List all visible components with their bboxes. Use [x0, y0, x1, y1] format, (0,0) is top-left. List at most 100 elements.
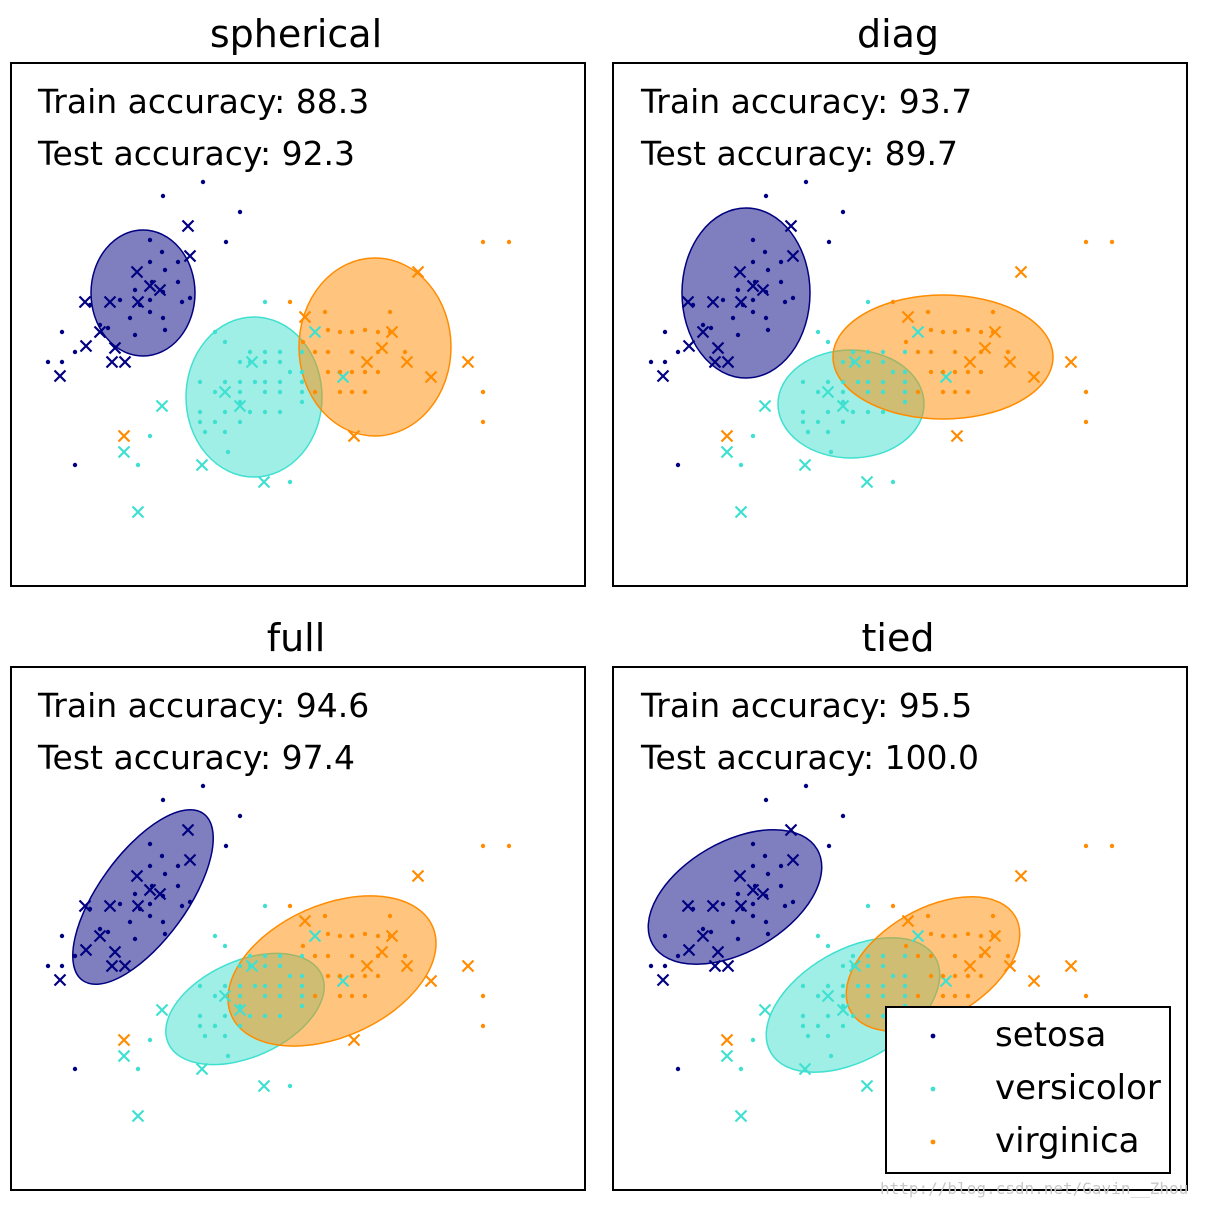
virginica-test-point: [1014, 265, 1028, 279]
versicolor-train-point: [890, 973, 896, 979]
versicolor-train-point: [840, 399, 846, 405]
setosa-test-point: [79, 339, 93, 353]
virginica-train-point: [952, 329, 958, 335]
versicolor-train-point: [902, 993, 908, 999]
virginica-train-point: [903, 339, 909, 345]
versicolor-train-point: [880, 993, 886, 999]
setosa-train-point: [179, 299, 185, 305]
versicolor-train-point: [825, 409, 831, 415]
setosa-train-point: [147, 259, 153, 265]
versicolor-train-point: [262, 379, 268, 385]
setosa-test-point: [118, 355, 132, 369]
setosa-train-point: [147, 863, 153, 869]
versicolor-train-point: [135, 462, 141, 468]
virginica-train-point: [890, 903, 896, 909]
versicolor-train-point: [880, 379, 886, 385]
setosa-train-point: [200, 783, 206, 789]
setosa-train-point: [59, 359, 65, 365]
virginica-train-point: [325, 349, 331, 355]
setosa-train-point: [750, 901, 756, 907]
setosa-train-point: [72, 349, 78, 355]
versicolor-train-point: [865, 409, 871, 415]
virginica-train-point: [349, 933, 355, 939]
versicolor-train-point: [800, 1023, 806, 1029]
virginica-train-point: [402, 953, 408, 959]
versicolor-train-point: [850, 409, 856, 415]
setosa-train-point: [778, 259, 784, 265]
setosa-train-point: [648, 359, 654, 365]
setosa-train-point: [840, 813, 846, 819]
virginica-test-point: [901, 914, 915, 928]
versicolor-train-point: [202, 429, 208, 435]
virginica-test-point: [385, 929, 399, 943]
virginica-train-point: [978, 369, 984, 375]
setosa-test-point: [746, 279, 760, 293]
setosa-test-point: [131, 899, 145, 913]
virginica-train-point: [928, 349, 934, 355]
setosa-train-point: [730, 315, 736, 321]
versicolor-train-point: [865, 993, 871, 999]
versicolor-train-point: [262, 389, 268, 395]
setosa-train-point: [147, 841, 153, 847]
setosa-test-point: [130, 265, 144, 279]
virginica-test-point: [117, 1033, 131, 1047]
virginica-train-point: [322, 913, 328, 919]
versicolor-test-point: [233, 1003, 247, 1017]
setosa-test-point: [784, 823, 798, 837]
setosa-train-point: [750, 841, 756, 847]
versicolor-train-point: [890, 369, 896, 375]
setosa-train-point: [105, 325, 111, 331]
versicolor-train-point: [299, 993, 305, 999]
versicolor-train-point: [212, 993, 218, 999]
data-points: [45, 179, 512, 519]
setosa-test-point: [183, 853, 197, 867]
versicolor-train-point: [247, 1013, 253, 1019]
setosa-train-point: [763, 315, 769, 321]
virginica-test-point: [988, 325, 1002, 339]
virginica-train-point: [925, 309, 931, 315]
versicolor-train-point: [237, 389, 243, 395]
versicolor-train-point: [865, 379, 871, 385]
versicolor-train-point: [828, 449, 834, 455]
train-accuracy-label: Train accuracy: 95.5: [640, 686, 972, 725]
versicolor-test-point: [758, 399, 772, 413]
virginica-train-point: [1083, 419, 1089, 425]
versicolor-train-point: [197, 983, 203, 989]
versicolor-test-point: [758, 1003, 772, 1017]
setosa-train-point: [708, 929, 714, 935]
axes-frame: [10, 666, 586, 1191]
versicolor-train-point: [865, 1013, 871, 1019]
setosa-train-point: [200, 179, 206, 185]
setosa-test-point: [682, 339, 696, 353]
versicolor-test-point: [257, 475, 271, 489]
setosa-test-point: [153, 283, 167, 297]
setosa-test-point: [130, 869, 144, 883]
setosa-train-point: [45, 359, 51, 365]
setosa-train-point: [675, 1066, 681, 1072]
setosa-test-point: [721, 355, 735, 369]
virginica-gaussian-ellipse: [298, 257, 452, 437]
setosa-train-point: [735, 891, 741, 897]
setosa-train-point: [730, 919, 736, 925]
setosa-test-point: [696, 929, 710, 943]
setosa-train-point: [160, 797, 166, 803]
versicolor-train-point: [890, 479, 896, 485]
versicolor-train-point: [902, 399, 908, 405]
setosa-train-point: [223, 843, 229, 849]
versicolor-train-point: [237, 963, 243, 969]
test-accuracy-label: Test accuracy: 92.3: [37, 134, 355, 173]
setosa-test-point: [105, 959, 119, 973]
versicolor-train-point: [299, 389, 305, 395]
setosa-train-point: [648, 963, 654, 969]
setosa-gaussian-ellipse: [681, 207, 811, 379]
setosa-train-point: [237, 209, 243, 215]
versicolor-train-point: [135, 1066, 141, 1072]
versicolor-train-point: [237, 419, 243, 425]
virginica-train-point: [928, 369, 934, 375]
setosa-test-point: [181, 823, 195, 837]
versicolor-train-point: [902, 379, 908, 385]
versicolor-train-point: [840, 389, 846, 395]
versicolor-train-point: [902, 349, 908, 355]
virginica-train-point: [480, 993, 486, 999]
